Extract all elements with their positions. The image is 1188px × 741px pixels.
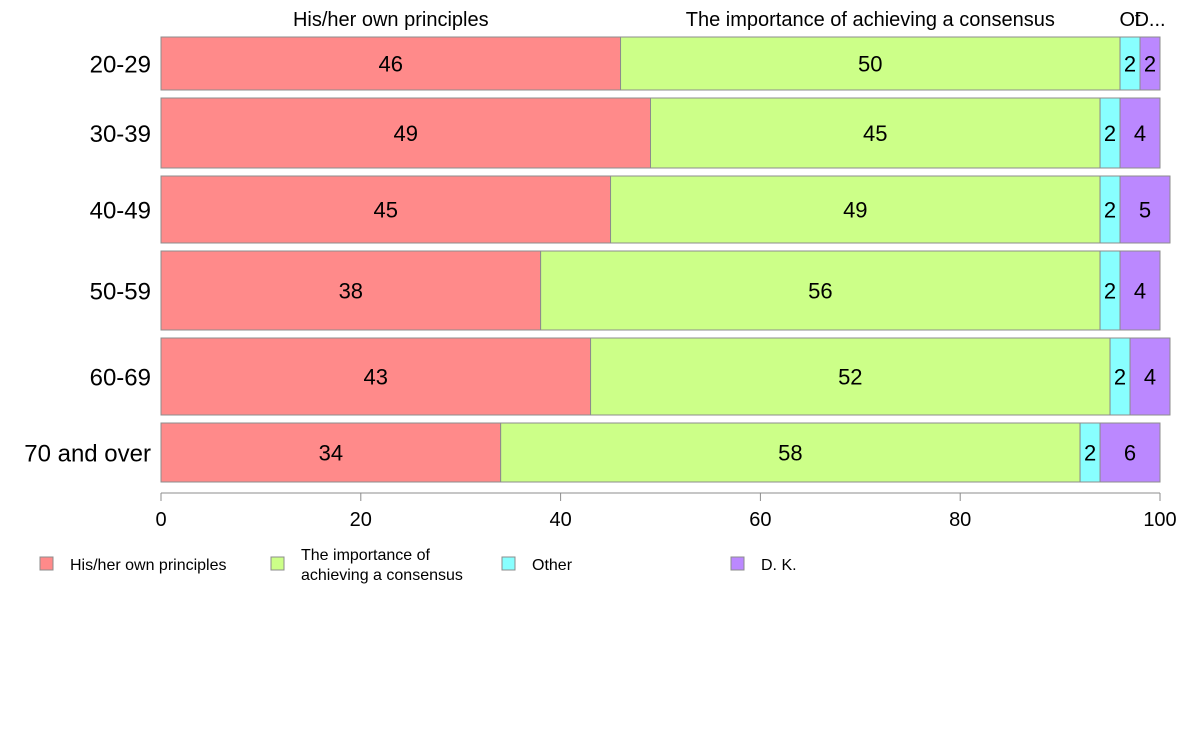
legend-swatch	[39, 556, 54, 571]
bar-value-label: 5	[1139, 198, 1151, 223]
bar-value-label: 49	[843, 198, 867, 223]
bar-value-label: 2	[1144, 52, 1156, 77]
bar-row: 34 58 2 6	[160, 422, 1161, 483]
legend-label: His/her own principles	[70, 557, 227, 574]
bars: 46 50 2 249 45 2 445 49 2 538 56 2 443 52 2 434 58 2 6	[160, 36, 1171, 483]
bar-row: 46 50 2 2	[160, 36, 1161, 91]
bar-row: 43 52 2 4	[160, 337, 1171, 416]
bar-segment	[160, 97, 652, 169]
legend-swatch	[270, 556, 285, 571]
legend-item: The importance of achieving a consensus	[270, 547, 463, 584]
bar-segment	[160, 250, 542, 331]
bar-value-label: 46	[379, 52, 403, 77]
bar-segment	[1119, 175, 1171, 244]
bar-segment	[1139, 36, 1161, 91]
bar-value-label: 56	[808, 279, 832, 304]
category-label: 20-29	[90, 52, 151, 79]
bar-segment	[160, 422, 502, 483]
bar-segment	[650, 97, 1101, 169]
legend: His/her own principles The importance of a…	[39, 547, 797, 584]
bar-value-label: 4	[1144, 365, 1156, 390]
bar-value-label: 50	[858, 52, 882, 77]
bar-segment	[590, 337, 1111, 416]
bar-value-label: 2	[1104, 121, 1116, 146]
x-tick-label: 60	[749, 509, 771, 531]
bar-value-label: 6	[1124, 441, 1136, 466]
bar-value-label: 38	[339, 279, 363, 304]
bar-value-label: 4	[1134, 121, 1146, 146]
bar-segment	[500, 422, 1081, 483]
bar-segment	[1119, 97, 1161, 169]
x-tick-label: 20	[350, 509, 372, 531]
category-labels: 20-29 30-39 40-49 50-59 60-69 70 and over	[24, 52, 151, 468]
legend-label: D. K.	[761, 557, 797, 574]
bar-value-label: 2	[1124, 52, 1136, 77]
legend-label-line: The importance of	[301, 547, 431, 564]
bar-segment	[160, 175, 612, 244]
bar-value-label: 52	[838, 365, 862, 390]
bar-value-label: 2	[1114, 365, 1126, 390]
x-tick-label: 100	[1143, 509, 1176, 531]
category-label: 50-59	[90, 279, 151, 306]
bar-value-label: 2	[1084, 441, 1096, 466]
category-label: 60-69	[90, 365, 151, 392]
bar-segment	[610, 175, 1101, 244]
bar-value-label: 2	[1104, 279, 1116, 304]
category-label: 30-39	[90, 121, 151, 148]
series-top-label: The importance of achieving a consensus	[686, 9, 1055, 31]
bar-segment	[1119, 250, 1161, 331]
bar-value-label: 45	[863, 121, 887, 146]
x-tick-label: 80	[949, 509, 971, 531]
legend-item: Other	[501, 556, 573, 574]
series-top-label: D...	[1134, 9, 1165, 31]
legend-label-line: achieving a consensus	[301, 567, 463, 584]
bar-value-label: 49	[394, 121, 418, 146]
legend-swatch	[501, 556, 516, 571]
series-top-labels: His/her own principles The importance of …	[293, 9, 1166, 31]
bar-segment	[1129, 337, 1171, 416]
x-tick-label: 40	[549, 509, 571, 531]
bar-value-label: 34	[319, 441, 343, 466]
category-label: 70 and over	[24, 441, 151, 468]
bar-row: 45 49 2 5	[160, 175, 1171, 244]
bar-value-label: 43	[364, 365, 388, 390]
x-tick-label: 0	[155, 509, 166, 531]
category-label: 40-49	[90, 198, 151, 225]
legend-item: His/her own principles	[39, 556, 227, 574]
legend-label: Other	[532, 557, 573, 574]
legend-swatch	[730, 556, 745, 571]
series-top-label: His/her own principles	[293, 9, 489, 31]
legend-label: The importance of achieving a consensus	[301, 547, 463, 584]
series-top-label: Ot	[1119, 9, 1141, 31]
bar-value-label: 45	[374, 198, 398, 223]
bar-segment	[620, 36, 1121, 91]
bar-value-label: 2	[1104, 198, 1116, 223]
bar-row: 38 56 2 4	[160, 250, 1161, 331]
bar-value-label: 58	[778, 441, 802, 466]
bar-segment	[160, 337, 592, 416]
bar-segment	[1099, 422, 1161, 483]
x-axis: 0 20 40 60 80 100	[155, 492, 1177, 531]
legend-item: D. K.	[730, 556, 797, 574]
bar-segment	[540, 250, 1101, 331]
bar-row: 49 45 2 4	[160, 97, 1161, 169]
bar-value-label: 4	[1134, 279, 1146, 304]
